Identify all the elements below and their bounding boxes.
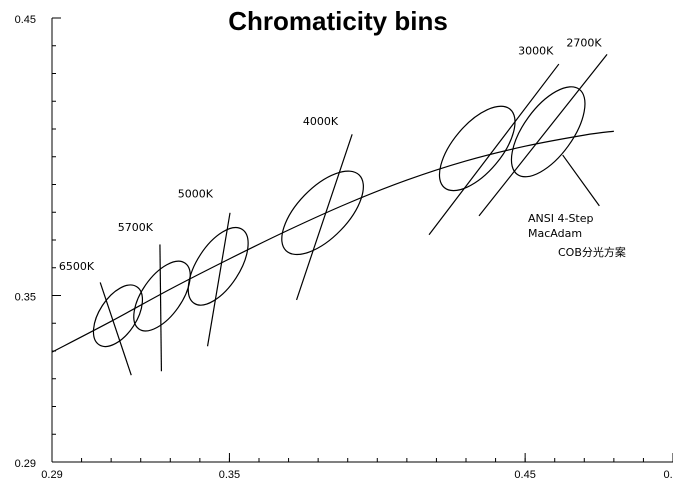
isotherm-line — [478, 53, 608, 217]
cct-bin-6500k: 6500K — [59, 260, 144, 376]
planckian-locus-curve — [51, 130, 614, 353]
cct-label: 5700K — [118, 221, 154, 234]
y-tick-label: 0.45 — [15, 14, 36, 26]
macadam-ellipse — [92, 284, 144, 348]
axes: 0.29 0.35 0.45 0.5( 0.29 0.35 0.45 — [15, 14, 673, 481]
cct-label: 4000K — [303, 115, 339, 128]
isotherm-line — [159, 244, 163, 372]
isotherm-line — [206, 212, 231, 347]
cct-label: 2700K — [566, 37, 602, 50]
cct-label: 5000K — [178, 188, 214, 201]
cct-label: 6500K — [59, 260, 95, 273]
macadam-ellipse — [187, 227, 249, 306]
isotherm-line — [99, 282, 132, 376]
x-tick-label: 0.29 — [41, 469, 62, 481]
annotation-line: COB分光方案 — [558, 245, 626, 259]
cct-bins-layer: 6500K 5700K 5000K 4000K 3000K 2700K — [59, 37, 608, 376]
cct-bin-5700k: 5700K — [118, 221, 191, 372]
isotherm-line — [428, 63, 560, 236]
cct-bin-4000k: 4000K — [281, 115, 364, 301]
macadam-ellipse — [133, 260, 191, 332]
planckian-locus-layer — [51, 130, 614, 353]
y-tick-label: 0.29 — [15, 458, 36, 470]
y-tick-label: 0.35 — [15, 292, 36, 304]
cct-bin-5000k: 5000K — [178, 188, 249, 347]
x-tick-label: 0.5( — [664, 469, 673, 481]
cct-label: 3000K — [518, 44, 554, 57]
annotation-pointer — [562, 154, 600, 207]
cct-bin-2700k: 2700K — [478, 37, 608, 217]
chart-title: Chromaticity bins — [228, 6, 448, 36]
annotation-layer: ANSI 4-Step MacAdam COB分光方案 — [528, 154, 626, 259]
macadam-ellipse — [510, 86, 586, 178]
annotation-line: ANSI 4-Step — [528, 212, 594, 225]
x-tick-label: 0.35 — [219, 469, 240, 481]
x-tick-label: 0.45 — [514, 469, 535, 481]
annotation-line: MacAdam — [528, 227, 582, 240]
isotherm-line — [295, 134, 353, 301]
macadam-ellipse — [281, 170, 364, 256]
macadam-ellipse — [438, 105, 516, 192]
cct-bin-3000k: 3000K — [428, 44, 560, 236]
